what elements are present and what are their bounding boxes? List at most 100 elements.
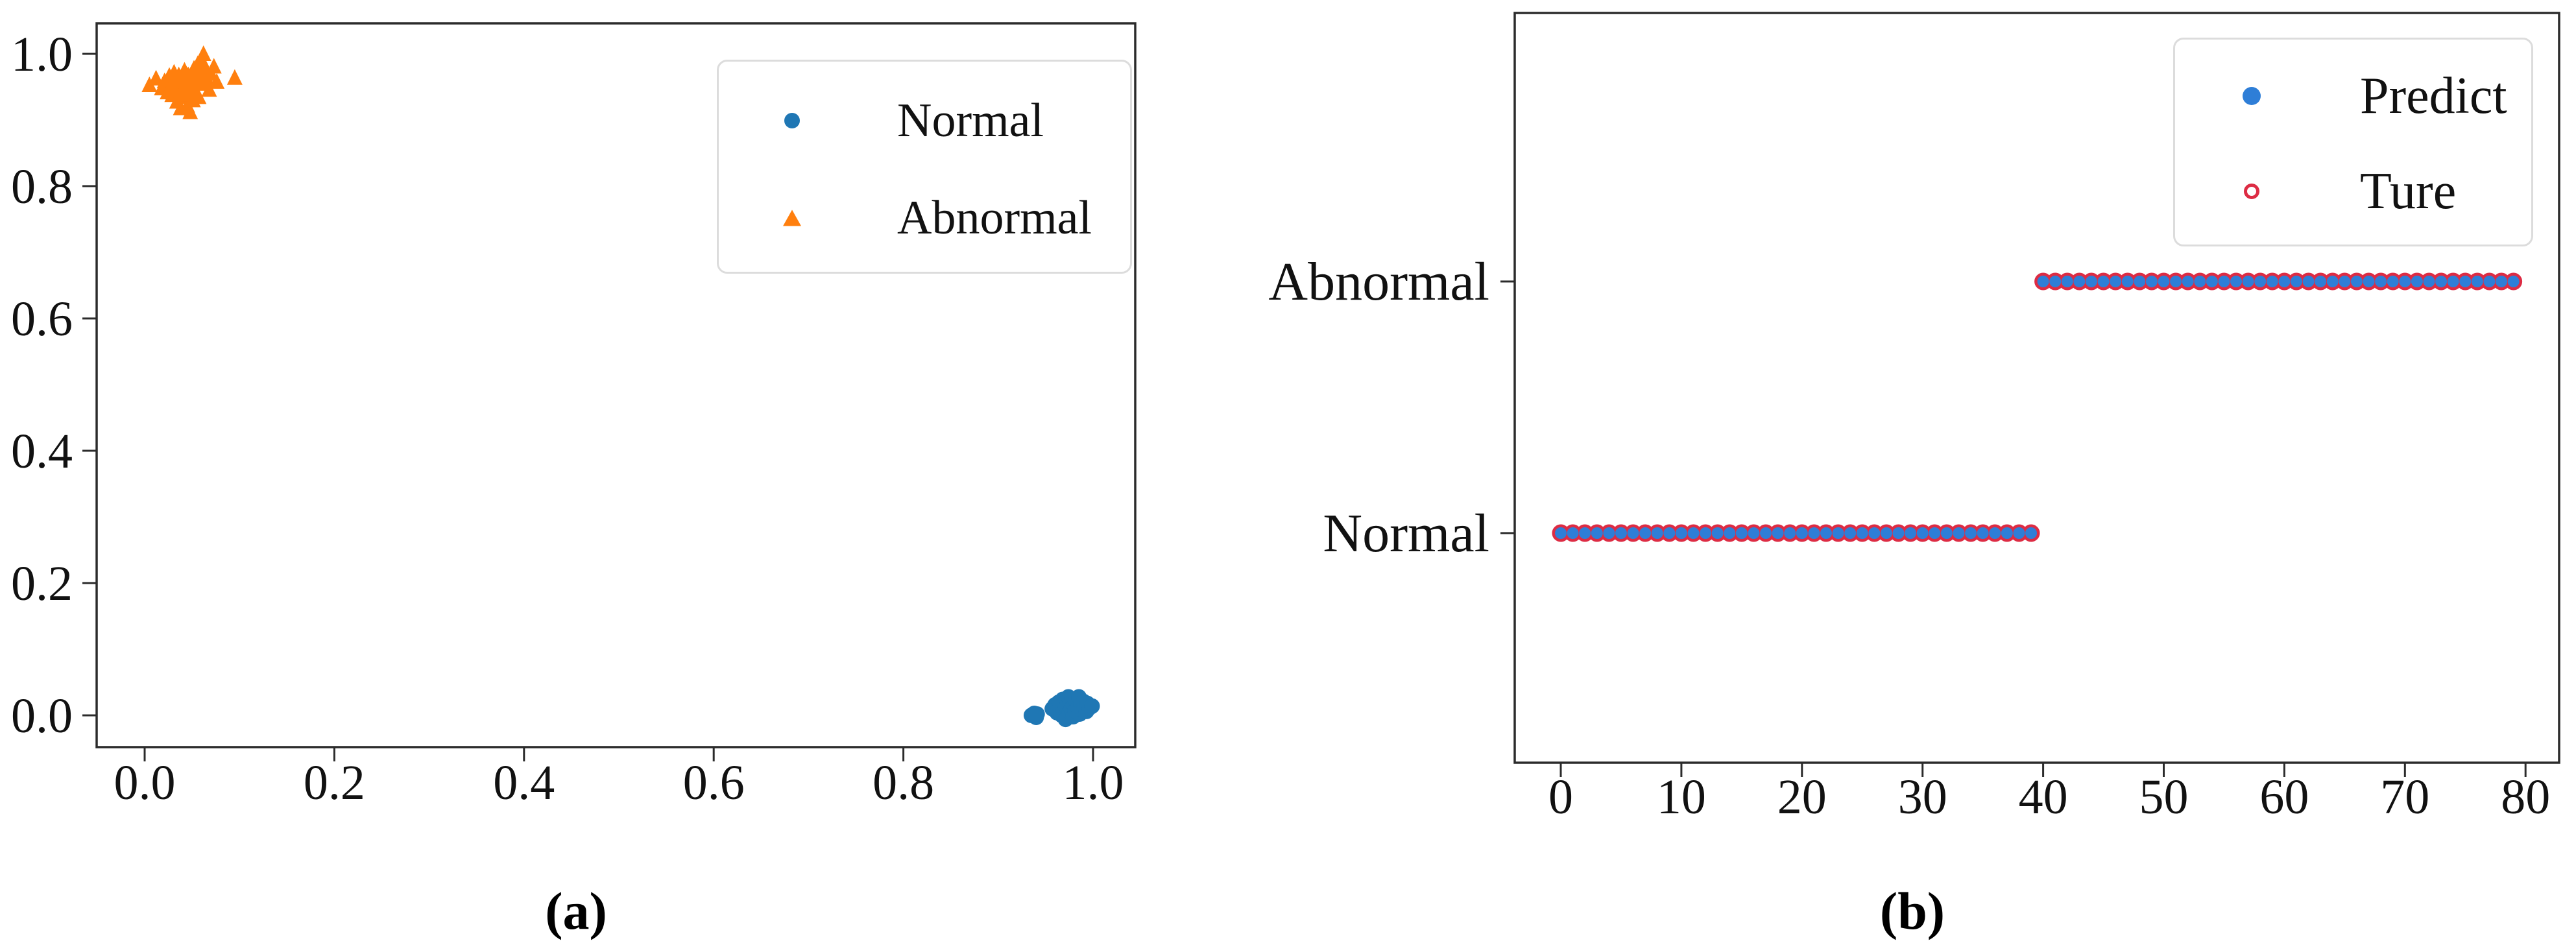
predict-data-point (1880, 527, 1892, 539)
abnormal-data-point (195, 45, 211, 62)
plot-b-y-tick-label: Abnormal (1268, 252, 1489, 312)
predict-data-point (2218, 276, 2230, 287)
normal-marker-icon (784, 113, 800, 128)
predict-data-point (2278, 276, 2291, 287)
predict-data-point (2496, 276, 2508, 287)
predict-data-point (1651, 527, 1663, 539)
plot-a-x-tick-label: 0.0 (114, 756, 176, 810)
predict-data-point (1965, 527, 1977, 539)
abnormal-data-point (209, 73, 225, 89)
predict-data-point (1555, 527, 1567, 539)
predict-data-point (2363, 276, 2375, 287)
plot-a-y-tick-label: 1.0 (11, 27, 73, 82)
predict-data-point (2194, 276, 2206, 287)
predict-data-point (1748, 527, 1760, 539)
predict-data-point (1989, 527, 2001, 539)
predict-data-point (2013, 527, 2025, 539)
predict-data-point (2025, 527, 2038, 539)
predict-data-point (2121, 276, 2134, 287)
predict-data-point (2097, 276, 2110, 287)
legend-label-predict: Predict (2360, 67, 2507, 125)
predict-data-point (2423, 276, 2435, 287)
predict-data-point (2302, 276, 2315, 287)
legend-label-ture: Ture (2360, 163, 2457, 220)
predict-data-point (1856, 527, 1868, 539)
predict-data-point (1905, 527, 1917, 539)
predict-data-point (1687, 527, 1700, 539)
predict-data-point (1772, 527, 1784, 539)
plot-a-y-tick-label: 0.4 (11, 424, 73, 479)
predict-data-point (1796, 527, 1808, 539)
predict-data-point (2447, 276, 2459, 287)
predict-data-point (2459, 276, 2472, 287)
predict-data-point (1844, 527, 1857, 539)
predict-data-point (2230, 276, 2243, 287)
plot-b-x-tick-label: 10 (1657, 770, 1706, 824)
predict-data-point (1615, 527, 1627, 539)
predict-data-point (2206, 276, 2218, 287)
plot-a-y-tick-label: 0.8 (11, 160, 73, 214)
predict-data-point (2170, 276, 2182, 287)
plot-a-axes-box (95, 22, 1137, 748)
legend-plot-b: Predict Ture (2173, 38, 2533, 246)
predict-data-point (1639, 527, 1652, 539)
predict-data-point (2145, 276, 2158, 287)
predict-data-point (2326, 276, 2339, 287)
predict-data-point (1567, 527, 1579, 539)
predict-data-point (2158, 276, 2170, 287)
predict-data-point (1663, 527, 1676, 539)
predict-data-point (1916, 527, 1929, 539)
predict-data-point (1591, 527, 1603, 539)
predict-marker-icon (2243, 87, 2261, 105)
predict-data-point (2037, 276, 2049, 287)
predict-data-point (2182, 276, 2194, 287)
plot-b-x-tick-label: 20 (1777, 770, 1827, 824)
plot-a-x-tick-label: 0.4 (493, 756, 555, 810)
predict-data-point (1832, 527, 1844, 539)
abnormal-data-point (191, 88, 207, 104)
plot-a-y-tick-label: 0.2 (11, 556, 73, 611)
predict-data-point (2110, 276, 2122, 287)
predict-data-point (2315, 276, 2327, 287)
predict-data-point (2387, 276, 2399, 287)
predict-data-point (1711, 527, 1724, 539)
plot-b-axes-box (1513, 12, 2560, 764)
predict-data-point (2339, 276, 2351, 287)
predict-data-point (1603, 527, 1615, 539)
predict-data-point (1892, 527, 1905, 539)
predict-data-point (1724, 527, 1736, 539)
predict-data-point (2471, 276, 2483, 287)
abnormal-data-point (226, 69, 243, 85)
normal-data-point (1029, 706, 1045, 722)
plot-a-x-tick-label: 0.8 (873, 756, 934, 810)
predict-data-point (1808, 527, 1820, 539)
predict-data-point (2073, 276, 2086, 287)
abnormal-data-point (201, 81, 217, 97)
plot-b-x-tick-label: 40 (2019, 770, 2068, 824)
plot-b-y-tick-label: Normal (1323, 503, 1489, 564)
predict-data-point (2399, 276, 2411, 287)
predict-data-point (2242, 276, 2254, 287)
caption-a: (a) (545, 881, 607, 940)
predict-data-point (1953, 527, 1965, 539)
predict-data-point (1940, 527, 1953, 539)
true-marker-icon (2244, 184, 2259, 199)
caption-b: (b) (1879, 881, 1945, 940)
predict-data-point (1760, 527, 1772, 539)
predict-data-point (1735, 527, 1748, 539)
legend-plot-a: Normal Abnormal (717, 60, 1132, 274)
predict-data-point (2266, 276, 2278, 287)
predict-data-point (2411, 276, 2423, 287)
predict-data-point (2350, 276, 2363, 287)
predict-data-point (1820, 527, 1832, 539)
abnormal-data-point (206, 58, 222, 74)
predict-data-point (2290, 276, 2302, 287)
plot-a-y-tick-label: 0.6 (11, 292, 73, 346)
plot-b-x-tick-label: 0 (1548, 770, 1573, 824)
predict-data-point (1700, 527, 1712, 539)
plot-b-x-tick-label: 80 (2501, 770, 2550, 824)
predict-data-point (2001, 527, 2013, 539)
predict-data-point (2375, 276, 2387, 287)
legend-label-abnormal: Abnormal (897, 191, 1092, 245)
